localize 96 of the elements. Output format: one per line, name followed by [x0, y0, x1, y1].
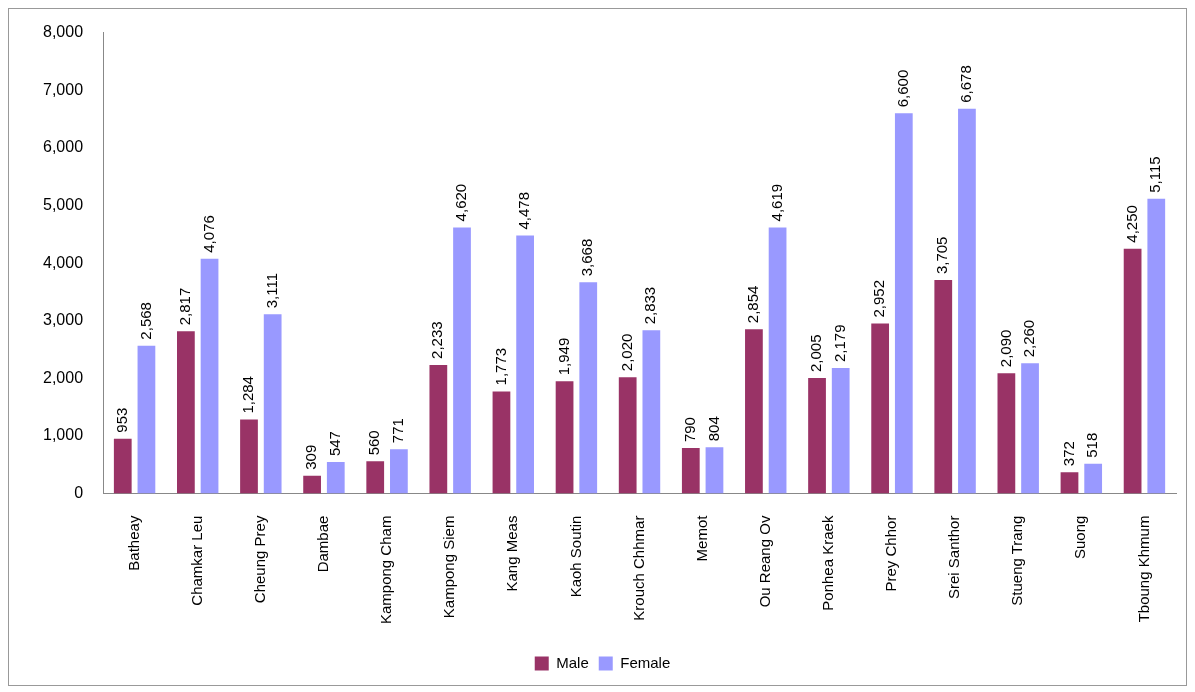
- y-tick-label: 2,000: [42, 368, 84, 386]
- data-label: 2,952: [870, 279, 888, 318]
- data-label: 3,111: [262, 273, 280, 309]
- bar: [113, 438, 132, 494]
- bar: [200, 258, 219, 494]
- y-tick-label: 4,000: [42, 253, 84, 271]
- data-label: 4,076: [199, 215, 217, 253]
- data-label: 804: [704, 416, 722, 442]
- data-label: 2,260: [1020, 319, 1038, 358]
- x-tick-label: Ou Reang Ov: [755, 515, 773, 608]
- bar: [366, 461, 385, 494]
- data-label: 2,179: [830, 324, 848, 363]
- bar: [326, 462, 345, 494]
- bar: [1021, 363, 1039, 494]
- bar: [831, 368, 850, 494]
- data-label: 372: [1059, 441, 1077, 467]
- data-label: 2,020: [617, 333, 635, 372]
- y-tick-label: 0: [74, 484, 84, 502]
- bar: [177, 331, 195, 494]
- legend-label: Male: [556, 653, 589, 671]
- data-label: 6,600: [893, 69, 911, 108]
- data-label: 1,773: [491, 347, 509, 386]
- bar: [1084, 463, 1103, 494]
- data-label: 1,949: [554, 337, 572, 376]
- bar: [997, 373, 1016, 494]
- x-tick-label: Stueng Trang: [1008, 515, 1026, 606]
- data-label: 2,817: [176, 287, 194, 326]
- bar: [808, 378, 826, 494]
- bar: [934, 280, 953, 494]
- x-tick-label: Dambae: [314, 515, 332, 573]
- bar: [871, 323, 890, 494]
- bar: [768, 227, 787, 494]
- data-label: 4,250: [1122, 205, 1140, 243]
- x-tick-label: Kampong Cham: [377, 515, 395, 625]
- data-label: 560: [365, 430, 383, 456]
- data-label: 3,705: [933, 236, 951, 275]
- data-label: 4,620: [452, 183, 470, 222]
- data-label: 771: [389, 418, 407, 444]
- x-tick-label: Memot: [692, 514, 710, 562]
- bar: [681, 448, 700, 494]
- y-tick-label: 8,000: [42, 23, 84, 41]
- y-tick-label: 3,000: [42, 311, 84, 329]
- y-tick-label: 1,000: [42, 426, 84, 444]
- data-label: 2,005: [807, 334, 825, 373]
- data-label: 4,478: [515, 192, 533, 230]
- bar: [453, 227, 471, 494]
- x-tick-label: Batheay: [124, 515, 142, 571]
- bar: [303, 475, 321, 494]
- data-label: 2,568: [136, 302, 154, 340]
- data-label: 6,678: [957, 65, 975, 103]
- x-tick-label: Tboung Khmum: [1134, 515, 1152, 623]
- bar: [263, 314, 282, 494]
- data-label: 953: [112, 407, 130, 433]
- bar: [1060, 472, 1079, 494]
- x-tick-label: Krouch Chhmar: [629, 515, 647, 621]
- data-label: 547: [325, 431, 343, 457]
- bar: [618, 377, 637, 494]
- bar: [958, 108, 976, 494]
- y-tick-label: 7,000: [42, 80, 84, 98]
- data-label: 5,115: [1146, 156, 1164, 193]
- data-label: 3,668: [578, 238, 596, 277]
- bar: [1123, 248, 1142, 494]
- bar: [137, 345, 156, 494]
- bar: [240, 419, 258, 494]
- legend-label: Female: [620, 653, 671, 671]
- data-label: 790: [680, 417, 698, 443]
- bar: [516, 235, 534, 494]
- x-tick-label: Prey Chhor: [882, 515, 900, 592]
- x-tick-label: Ponhea Kraek: [819, 515, 837, 611]
- data-label: 2,854: [744, 285, 762, 324]
- bar: [492, 391, 511, 494]
- x-tick-label: Kampong Siem: [440, 515, 458, 619]
- data-label: 1,284: [239, 376, 257, 414]
- bar: [1147, 198, 1166, 494]
- bar: [642, 330, 661, 494]
- data-label: 2,833: [641, 286, 659, 325]
- x-tick-label: Cheung Prey: [250, 515, 268, 604]
- x-tick-label: Kaoh Soutin: [566, 515, 584, 598]
- bar: [390, 449, 408, 494]
- bar: [745, 329, 763, 494]
- data-label: 518: [1083, 432, 1101, 458]
- bar: [579, 282, 598, 494]
- y-tick-label: 5,000: [42, 195, 84, 213]
- data-label: 4,619: [767, 183, 785, 222]
- bar: [555, 381, 574, 494]
- bar: [705, 447, 724, 494]
- data-label: 2,233: [428, 321, 446, 359]
- x-tick-label: Kang Meas: [503, 515, 521, 592]
- x-tick-label: Suong: [1071, 515, 1089, 559]
- data-label: 309: [302, 444, 320, 470]
- x-tick-label: Srei Santhor: [945, 515, 963, 599]
- data-label: 2,090: [996, 329, 1014, 368]
- y-tick-label: 6,000: [42, 138, 84, 156]
- bar: [894, 113, 913, 494]
- x-tick-label: Chamkar Leu: [187, 515, 205, 606]
- bar: [429, 364, 448, 494]
